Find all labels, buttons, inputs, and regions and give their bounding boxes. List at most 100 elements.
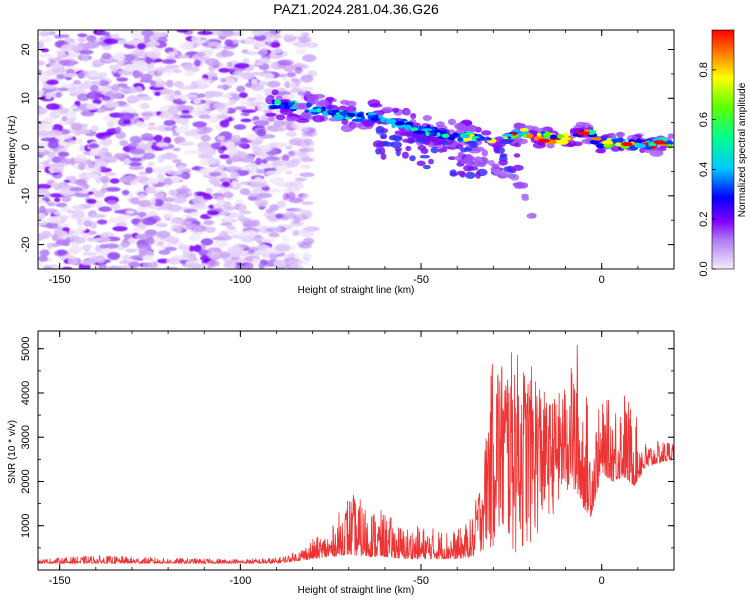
noise-blob xyxy=(206,250,221,258)
noise-blob xyxy=(57,182,66,189)
noise-blob xyxy=(200,238,214,246)
track-scatter xyxy=(404,131,415,136)
noise-blob xyxy=(164,126,174,131)
noise-blob xyxy=(126,40,139,46)
noise-blob xyxy=(276,200,287,209)
track-halo xyxy=(447,118,456,126)
noise-blob xyxy=(226,225,236,230)
noise-blob xyxy=(242,230,258,238)
track-scatter xyxy=(407,139,415,144)
noise-blob xyxy=(167,51,179,56)
noise-blob xyxy=(76,218,84,226)
track-peak xyxy=(537,138,550,143)
noise-blob xyxy=(56,249,67,256)
noise-blob xyxy=(86,198,97,205)
noise-blob xyxy=(247,97,256,102)
noise-blob xyxy=(253,94,265,103)
track-halo xyxy=(271,89,279,96)
noise-blob xyxy=(39,249,50,257)
snr-x-tick-label: 0 xyxy=(599,575,605,587)
track-scatter xyxy=(469,141,478,148)
noise-blob xyxy=(45,92,52,100)
noise-blob xyxy=(66,175,77,181)
track-core xyxy=(367,112,377,116)
noise-blob xyxy=(47,202,56,207)
noise-blob xyxy=(282,77,290,83)
noise-blob xyxy=(301,201,314,206)
track-scatter xyxy=(424,140,430,146)
noise-blob xyxy=(60,158,76,165)
noise-blob xyxy=(196,51,206,57)
noise-blob xyxy=(135,121,146,128)
noise-blob xyxy=(116,77,129,82)
noise-blob xyxy=(307,70,318,77)
noise-blob xyxy=(231,180,239,188)
noise-blob xyxy=(53,197,61,203)
noise-blob xyxy=(47,140,59,149)
track-halo xyxy=(667,133,674,139)
spectrogram-x-tick-label: -150 xyxy=(49,274,71,286)
track-scatter xyxy=(405,145,412,152)
noise-blob xyxy=(110,203,120,211)
noise-blob xyxy=(190,203,206,209)
noise-blob xyxy=(298,243,312,249)
spectrogram-x-tick-label: 0 xyxy=(599,274,605,286)
noise-blob xyxy=(257,49,268,56)
snr-series-line xyxy=(38,344,674,564)
track-halo xyxy=(572,141,583,147)
noise-blob xyxy=(223,261,237,269)
noise-blob xyxy=(90,80,102,85)
noise-blob xyxy=(267,80,281,88)
noise-blob xyxy=(176,164,187,171)
noise-blob xyxy=(275,91,292,95)
noise-blob xyxy=(112,83,120,92)
noise-blob xyxy=(196,78,210,86)
track-scatter xyxy=(388,135,399,141)
noise-blob xyxy=(227,146,241,152)
noise-blob xyxy=(164,64,181,69)
noise-blob xyxy=(135,233,151,240)
colorbar-frame xyxy=(711,29,735,270)
noise-blob xyxy=(224,39,234,47)
noise-blob xyxy=(248,181,265,189)
noise-blob xyxy=(306,42,319,48)
noise-blob xyxy=(251,30,265,37)
noise-blob xyxy=(70,122,83,131)
track-scatter xyxy=(513,142,522,148)
noise-blob xyxy=(261,158,268,164)
noise-blob xyxy=(307,147,316,153)
track-scatter xyxy=(378,147,386,155)
colorbar-tick-label: 0.8 xyxy=(698,62,710,77)
noise-blob xyxy=(234,106,247,111)
spectrogram-frame xyxy=(37,29,675,270)
noise-blob xyxy=(299,155,310,163)
noise-blob xyxy=(202,171,211,176)
noise-blob xyxy=(105,91,114,96)
noise-blob xyxy=(158,249,171,255)
noise-blob xyxy=(148,161,155,167)
noise-blob xyxy=(242,58,250,64)
noise-blob xyxy=(175,187,191,193)
noise-blob xyxy=(55,91,62,98)
noise-blob xyxy=(51,182,60,189)
noise-blob xyxy=(303,127,310,133)
noise-blob xyxy=(209,171,222,177)
track-core xyxy=(480,137,485,141)
track-core xyxy=(380,117,386,123)
noise-blob xyxy=(281,32,295,40)
noise-blob xyxy=(172,147,181,152)
noise-blob xyxy=(211,76,219,81)
track-scatter xyxy=(380,133,387,139)
track-peak xyxy=(621,142,633,147)
track-core xyxy=(556,133,564,139)
noise-blob xyxy=(82,252,98,256)
track-core xyxy=(410,127,419,131)
noise-blob xyxy=(208,204,215,209)
noise-blob xyxy=(265,170,282,176)
noise-blob xyxy=(99,244,109,249)
noise-blob xyxy=(137,194,146,199)
noise-blob xyxy=(173,80,184,88)
noise-blob xyxy=(240,235,256,243)
noise-blob xyxy=(128,261,141,268)
noise-blob xyxy=(281,213,294,220)
